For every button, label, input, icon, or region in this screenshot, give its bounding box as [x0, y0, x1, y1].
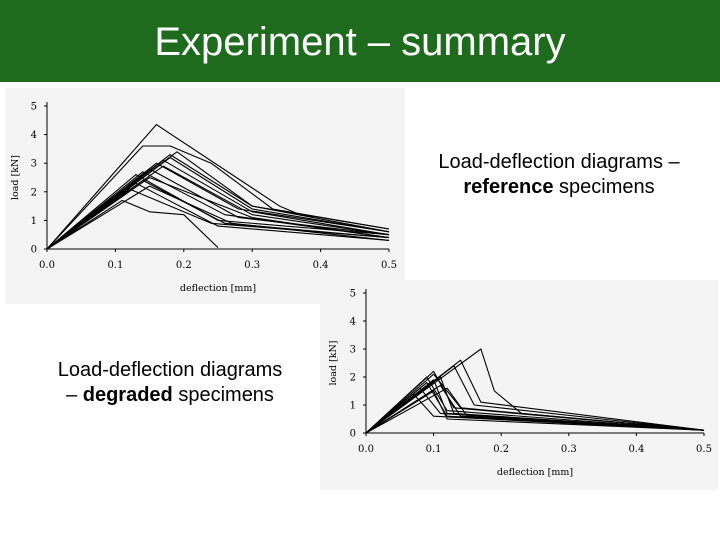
- degraded-y-tick-label: 0: [350, 429, 356, 440]
- degraded-caption-rest: specimens: [172, 384, 274, 406]
- degraded-y-tick-label: 3: [350, 345, 356, 356]
- degraded-x-tick-label: 0.0: [358, 444, 374, 455]
- reference-x-tick-label: 0.1: [107, 260, 123, 271]
- reference-y-tick-label: 0: [31, 245, 37, 256]
- slide-title: Experiment – summary: [154, 20, 566, 64]
- reference-x-tick-label: 0.5: [381, 260, 397, 271]
- degraded-x-tick-label: 0.2: [493, 444, 509, 455]
- reference-y-tick-label: 3: [31, 159, 37, 170]
- degraded-series-5: [365, 373, 705, 434]
- title-bar: Experiment – summary: [0, 0, 720, 82]
- reference-y-tick-label: 2: [31, 187, 37, 198]
- degraded-plot-background: [320, 280, 718, 490]
- reference-chart: 0 1 2 3 4 5 0.0 0.1 0.2 0.3 0.4 0.5 deflection [mm] l…: [10, 102, 397, 295]
- reference-x-tick-label: 0.3: [244, 260, 260, 271]
- reference-caption-line1: Load-deflection diagrams –: [438, 151, 680, 173]
- reference-series-15: [46, 185, 390, 250]
- degraded-series-12: [365, 387, 705, 434]
- degraded-series-13: [365, 390, 705, 434]
- degraded-chart: 0 1 2 3 4 5 0.0 0.1 0.2 0.3 0.4 0.5 deflection [mm] l…: [328, 289, 712, 479]
- reference-plot-background: [5, 88, 405, 304]
- degraded-x-tick-label: 0.4: [628, 444, 644, 455]
- degraded-y-axis-label: load [kN]: [328, 340, 339, 385]
- reference-series-11: [46, 174, 390, 250]
- reference-series-17: [46, 199, 219, 250]
- degraded-caption-line1: Load-deflection diagrams: [57, 359, 283, 381]
- degraded-x-axis-label: deflection [mm]: [497, 467, 573, 478]
- degraded-caption: Load-deflection diagrams – degraded spec…: [22, 358, 318, 408]
- degraded-x-tick-label: 0.1: [426, 444, 442, 455]
- reference-caption-rest: specimens: [553, 176, 655, 198]
- reference-x-tick-label: 0.4: [313, 260, 329, 271]
- degraded-y-tick-label: 2: [350, 373, 356, 384]
- reference-x-axis-label: deflection [mm]: [180, 283, 256, 294]
- reference-caption: Load-deflection diagrams – reference spe…: [404, 150, 714, 200]
- reference-series-10: [46, 171, 390, 250]
- degraded-caption-prefix: –: [66, 384, 83, 406]
- reference-x-tick-label: 0.0: [39, 260, 55, 271]
- reference-series-6: [46, 159, 390, 250]
- reference-x-tick-label: 0.2: [176, 260, 192, 271]
- reference-caption-line2: reference specimens: [404, 175, 714, 200]
- reference-series-16: [46, 188, 390, 250]
- reference-caption-bold: reference: [463, 176, 554, 198]
- degraded-y-tick-label: 5: [350, 289, 356, 300]
- reference-y-tick-label: 1: [31, 216, 37, 227]
- degraded-x-tick-label: 0.3: [561, 444, 577, 455]
- degraded-y-tick-label: 1: [350, 401, 356, 412]
- degraded-caption-bold: degraded: [82, 384, 173, 406]
- degraded-y-tick-label: 4: [350, 317, 356, 328]
- reference-y-axis-label: load [kN]: [10, 155, 21, 200]
- degraded-caption-line2: – degraded specimens: [22, 383, 318, 408]
- degraded-series-14: [365, 393, 705, 434]
- reference-series-12: [46, 176, 390, 250]
- reference-y-tick-label: 4: [31, 130, 37, 141]
- reference-y-tick-label: 5: [31, 102, 37, 113]
- degraded-x-tick-label: 0.5: [696, 444, 712, 455]
